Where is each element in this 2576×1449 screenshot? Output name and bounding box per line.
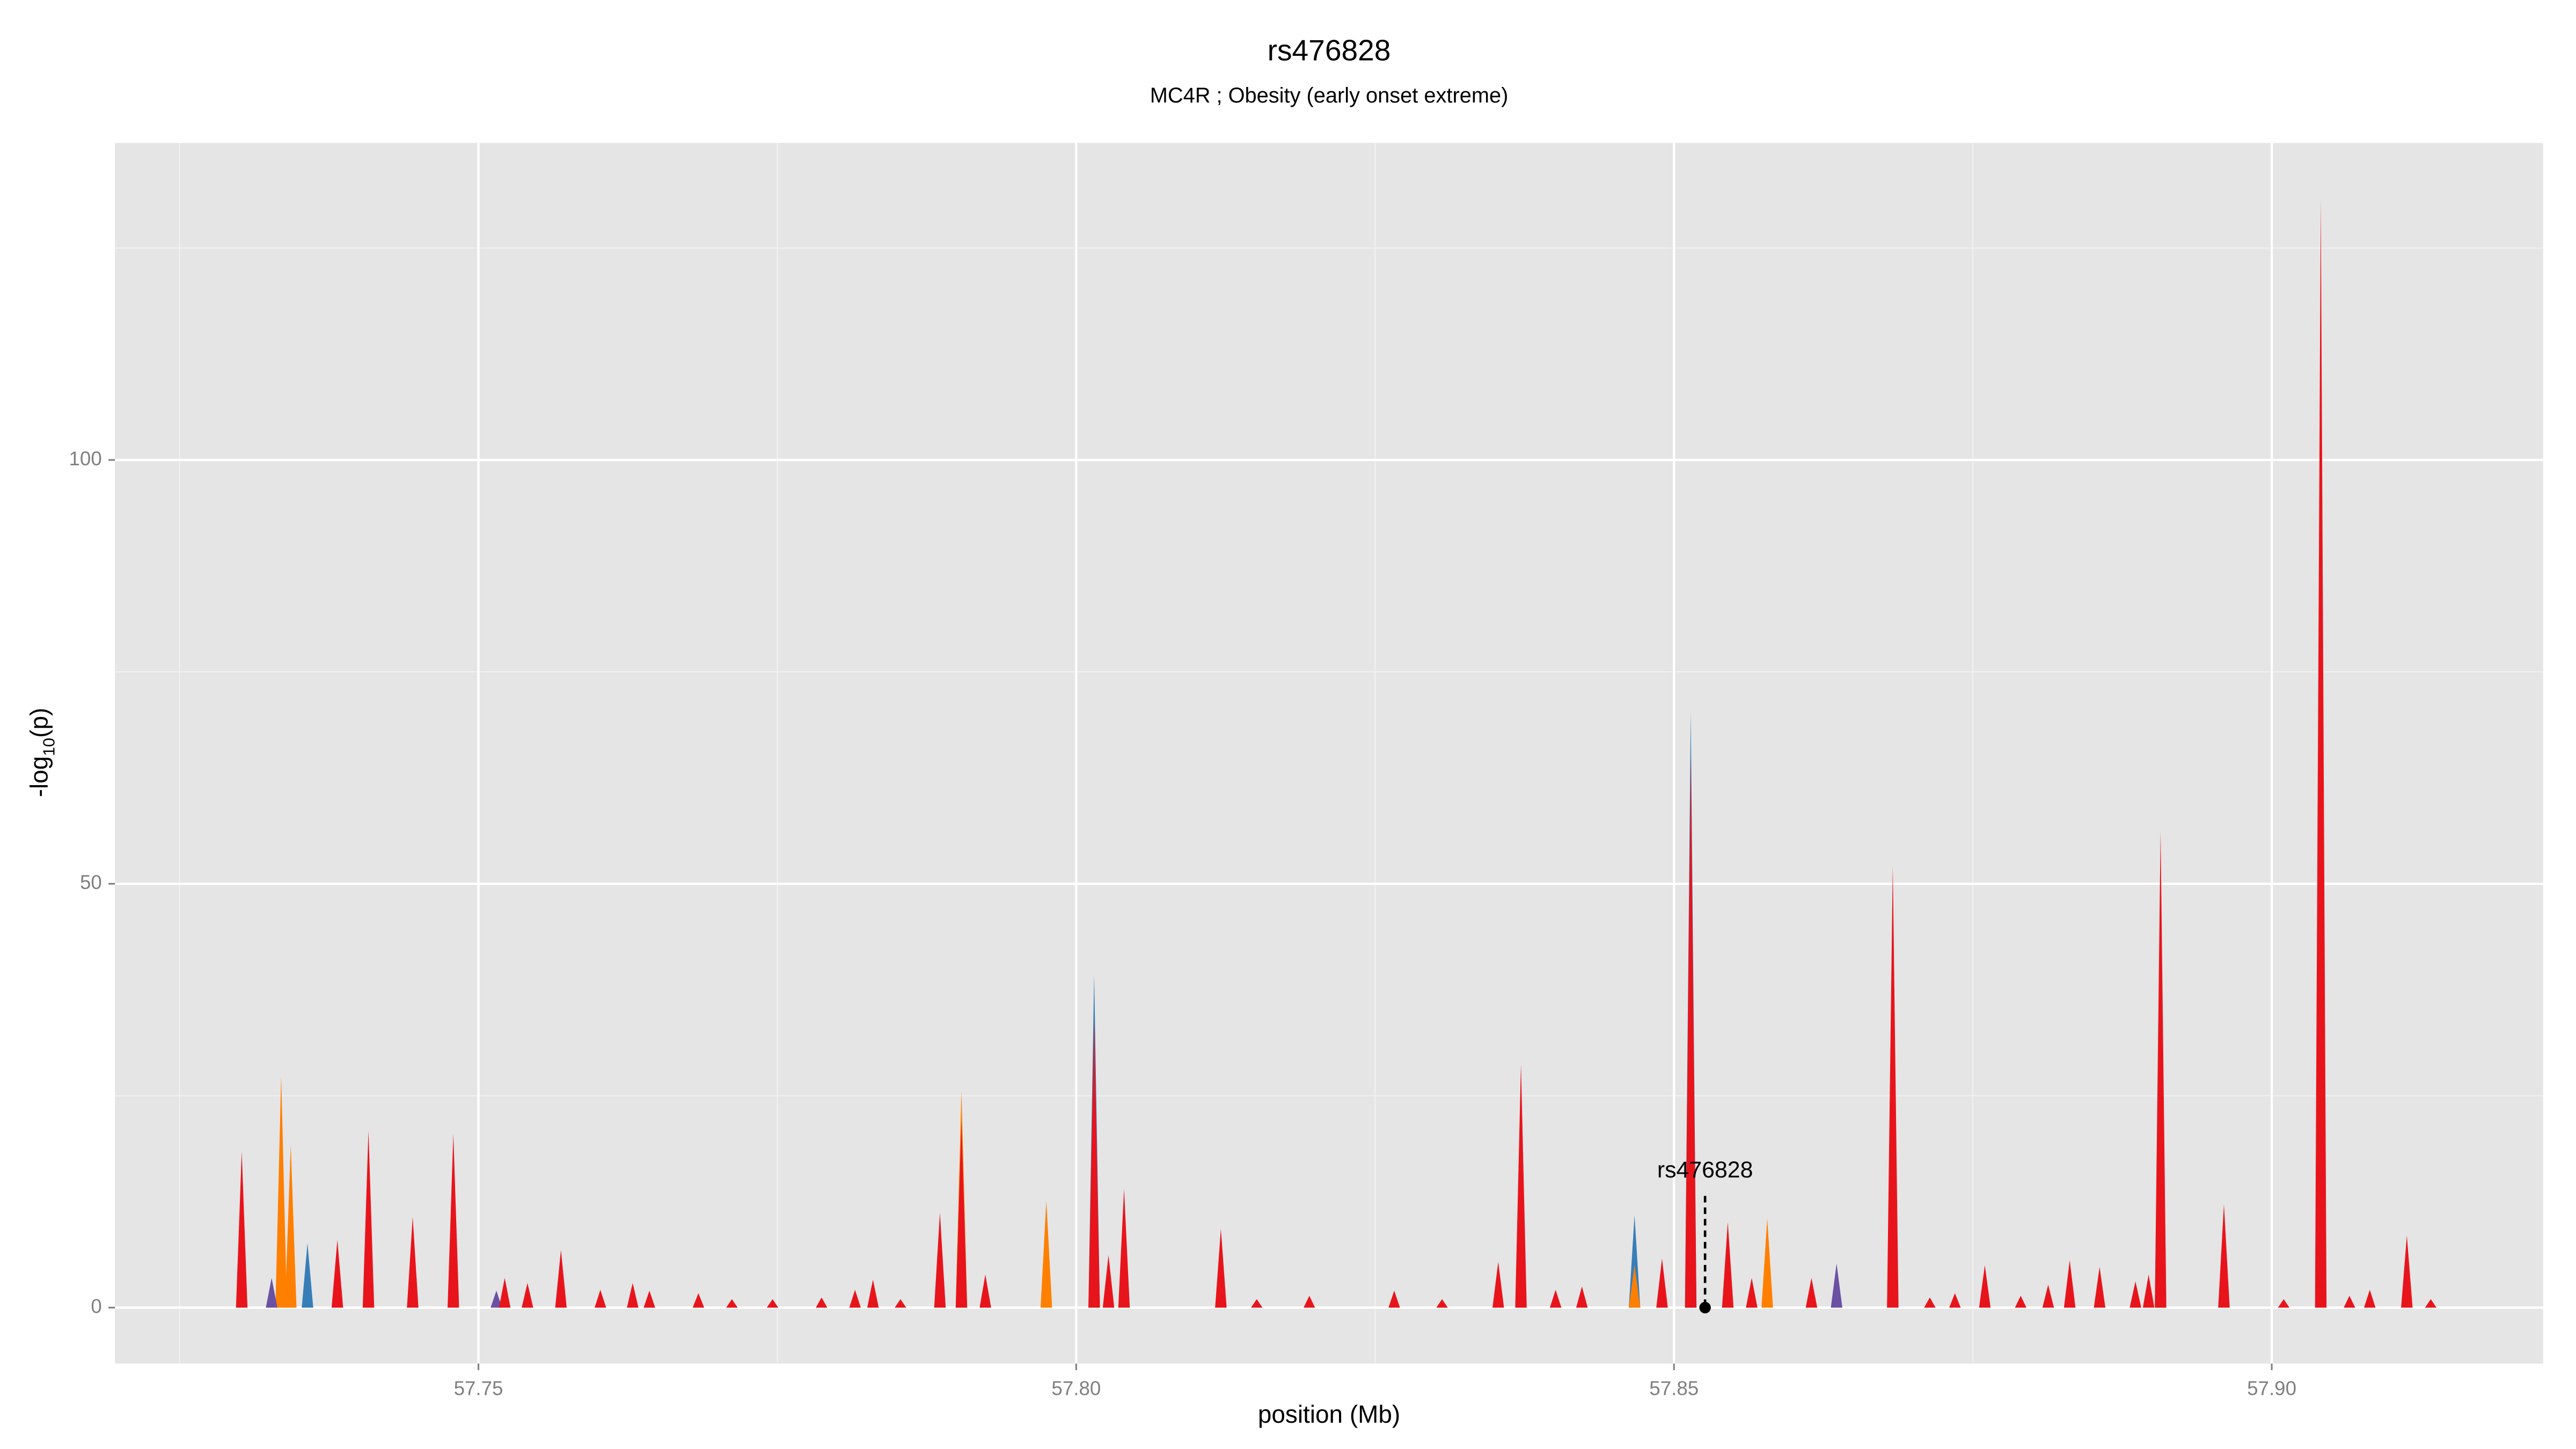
annotation-label: rs476828 <box>1657 1157 1753 1183</box>
spike <box>643 1290 655 1308</box>
axes: 57.75 57.80 57.85 57.90 0 50 100 -log10(p) <box>25 448 2296 1400</box>
y-tick-label: 100 <box>69 448 102 470</box>
spike <box>934 1212 946 1308</box>
annotation-point <box>1699 1301 1711 1314</box>
spike <box>1515 1064 1527 1308</box>
spike <box>1492 1262 1504 1308</box>
spike <box>816 1297 828 1308</box>
spike <box>448 1133 459 1308</box>
y-axis-label-part: 10 <box>40 738 58 756</box>
spike <box>2315 199 2327 1308</box>
spike <box>692 1293 705 1308</box>
spike <box>2094 1267 2106 1308</box>
marks: rs476828 <box>236 199 2437 1314</box>
spike <box>555 1250 567 1308</box>
spike <box>1304 1296 1315 1308</box>
chart-subtitle: MC4R ; Obesity (early onset extreme) <box>1150 84 1509 107</box>
spike <box>1831 1263 1842 1308</box>
spike <box>979 1274 991 1308</box>
spike <box>331 1240 343 1308</box>
x-tick-label: 57.85 <box>1649 1377 1699 1399</box>
y-axis-label-part: (p) <box>25 708 53 738</box>
spike <box>2155 831 2167 1308</box>
spike <box>1979 1265 1991 1308</box>
plot-panel <box>115 143 2543 1364</box>
spike <box>499 1278 511 1308</box>
spike <box>1118 1189 1130 1308</box>
spike <box>1805 1278 1818 1308</box>
spike <box>867 1279 879 1308</box>
spike <box>2142 1274 2155 1308</box>
spike <box>2278 1299 2290 1308</box>
spike <box>1436 1299 1448 1308</box>
spike <box>285 1145 297 1308</box>
spike <box>2218 1204 2230 1308</box>
spike <box>955 1121 968 1308</box>
spike <box>1549 1290 1562 1308</box>
spike <box>595 1290 606 1308</box>
y-tick-label: 50 <box>80 872 102 894</box>
spike <box>1656 1258 1668 1308</box>
spike <box>1040 1201 1052 1308</box>
spike <box>1388 1290 1400 1308</box>
spike <box>2364 1290 2376 1308</box>
spike <box>895 1299 906 1308</box>
spike <box>1746 1278 1758 1308</box>
spike <box>491 1290 502 1308</box>
spike <box>627 1283 639 1308</box>
spike <box>1949 1293 1961 1308</box>
spike <box>1102 1255 1115 1308</box>
spike <box>1924 1297 1936 1308</box>
spike <box>1088 1019 1100 1308</box>
x-axis-label: position (Mb) <box>1258 1400 1400 1428</box>
x-tick-label: 57.90 <box>2247 1377 2296 1399</box>
spike <box>2129 1281 2141 1308</box>
spike <box>2344 1296 2355 1308</box>
spike <box>522 1283 533 1308</box>
spike <box>849 1290 861 1308</box>
spike <box>1628 1265 1641 1308</box>
spike <box>407 1217 419 1308</box>
spike <box>766 1299 779 1308</box>
spike <box>2063 1260 2076 1308</box>
y-axis-label-part: -log <box>25 756 53 797</box>
spike <box>1576 1286 1588 1308</box>
spike <box>2401 1235 2413 1308</box>
y-tick-label: 0 <box>91 1295 101 1317</box>
spike <box>1887 866 1899 1308</box>
spike <box>1215 1228 1227 1308</box>
spike <box>1761 1218 1773 1308</box>
x-tick-label: 57.75 <box>454 1377 503 1399</box>
spike <box>236 1151 248 1308</box>
spike <box>266 1278 277 1308</box>
spike <box>1628 1215 1641 1308</box>
spike <box>275 1076 287 1308</box>
spike <box>1722 1222 1734 1308</box>
spike <box>2425 1299 2437 1308</box>
x-tick-label: 57.80 <box>1051 1377 1101 1399</box>
spike <box>362 1130 375 1308</box>
spike <box>1685 756 1697 1308</box>
spike <box>726 1299 738 1308</box>
spike <box>1251 1299 1263 1308</box>
spike <box>302 1243 313 1308</box>
spike <box>2042 1284 2054 1308</box>
chart-title: rs476828 <box>1268 34 1391 67</box>
y-axis-label: -log10(p) <box>25 708 58 797</box>
spike <box>2015 1296 2026 1308</box>
